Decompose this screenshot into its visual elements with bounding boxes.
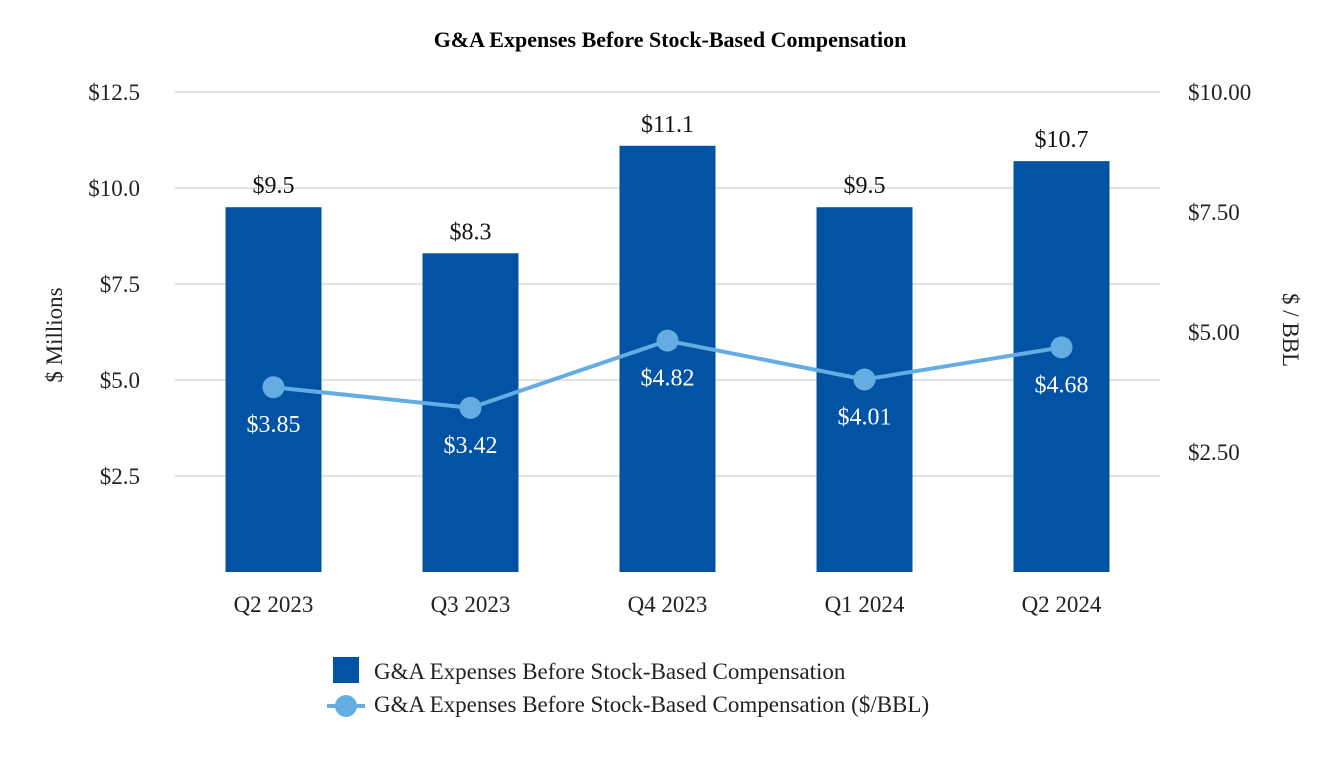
left-tick-label: $2.5 [100, 464, 140, 489]
right-tick-label: $5.00 [1188, 320, 1240, 345]
legend-bar-label: G&A Expenses Before Stock-Based Compensa… [374, 659, 846, 684]
right-tick-label: $2.50 [1188, 440, 1240, 465]
x-tick-label: Q1 2024 [825, 592, 905, 617]
line-marker [853, 368, 876, 391]
bar [619, 145, 716, 572]
line-data-label: $4.68 [1035, 372, 1089, 398]
line-marker [459, 396, 482, 419]
legend: G&A Expenses Before Stock-Based Compensa… [327, 657, 929, 717]
bar [1013, 161, 1110, 572]
legend-line-marker [335, 695, 357, 717]
x-tick-label: Q3 2023 [431, 592, 511, 617]
line-series [262, 329, 1073, 419]
line-data-label: $4.01 [838, 405, 892, 431]
line-marker [1050, 336, 1073, 359]
line-marker [262, 376, 285, 399]
bar-data-label: $9.5 [253, 173, 295, 199]
line-data-label: $3.42 [444, 433, 498, 459]
bar-data-label: $11.1 [641, 112, 694, 138]
left-axis-label: $ Millions [42, 287, 67, 382]
right-tick-label: $10.00 [1188, 80, 1251, 105]
left-axis-ticks: $2.5 $5.0 $7.5 $10.0 $12.5 [88, 80, 140, 489]
bar-data-labels: $9.5 $8.3 $11.1 $9.5 $10.7 [253, 112, 1089, 246]
left-tick-label: $7.5 [100, 272, 140, 297]
line-marker [656, 329, 679, 352]
left-tick-label: $5.0 [100, 368, 140, 393]
line-data-label: $3.85 [247, 412, 301, 438]
x-axis-ticks: Q2 2023 Q3 2023 Q4 2023 Q1 2024 Q2 2024 [234, 592, 1102, 617]
legend-line-label: G&A Expenses Before Stock-Based Compensa… [374, 692, 929, 717]
legend-bar-swatch [333, 657, 359, 683]
right-tick-label: $7.50 [1188, 200, 1240, 225]
right-axis-label: $ / BBL [1278, 293, 1303, 367]
left-tick-label: $10.0 [88, 176, 140, 201]
line-data-labels: $3.85 $3.42 $4.82 $4.01 $4.68 [247, 366, 1089, 459]
chart-title: G&A Expenses Before Stock-Based Compensa… [434, 27, 907, 52]
x-tick-label: Q2 2023 [234, 592, 314, 617]
x-tick-label: Q2 2024 [1022, 592, 1102, 617]
bar-data-label: $10.7 [1035, 127, 1089, 153]
line-data-label: $4.82 [641, 366, 695, 392]
bar-series [225, 145, 1110, 572]
x-tick-label: Q4 2023 [628, 592, 708, 617]
left-tick-label: $12.5 [88, 80, 140, 105]
bar-data-label: $8.3 [450, 219, 492, 245]
right-axis-ticks: $2.50 $5.00 $7.50 $10.00 [1188, 80, 1251, 465]
bar-data-label: $9.5 [844, 173, 886, 199]
